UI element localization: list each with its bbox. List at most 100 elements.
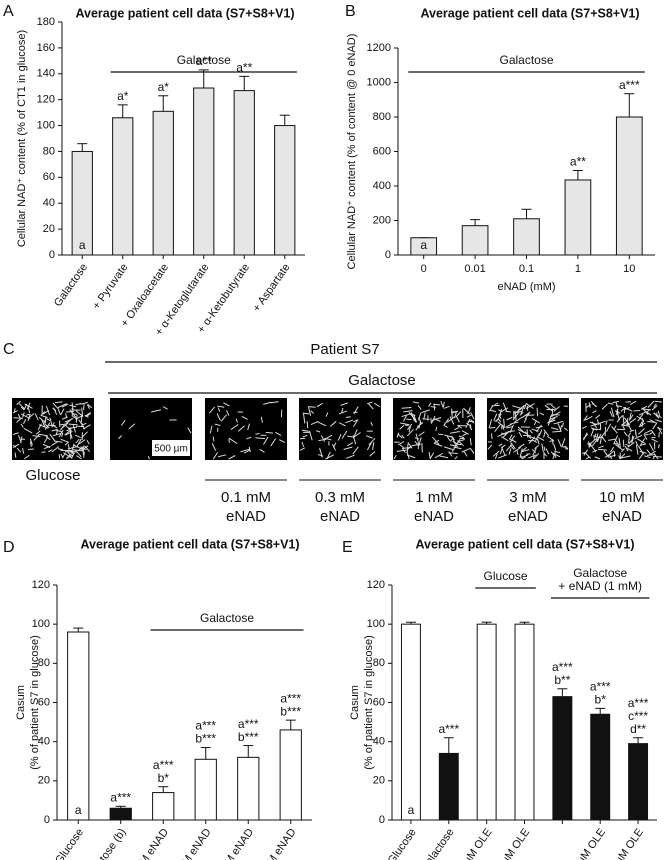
cell-texture [32,435,41,437]
cell-texture [505,410,511,413]
cell-texture [66,453,72,460]
cell-texture [549,415,558,420]
cell-texture [58,429,64,438]
cell-texture [147,455,150,460]
cell-texture [618,437,621,448]
cell-texture [638,421,643,427]
cell-texture [508,448,512,455]
significance-label: b** [554,673,570,687]
cell-texture [454,427,459,431]
cell-texture [618,414,624,420]
cell-texture [345,419,354,424]
cell-texture [553,420,564,425]
cell-texture [524,412,530,420]
bar [400,623,421,821]
significance-label: b* [158,771,170,785]
cell-texture [87,404,90,410]
cell-texture [23,418,27,425]
y-tick-label: 40 [38,736,50,748]
cell-texture [640,443,646,446]
cell-texture [414,440,418,445]
cell-texture [449,416,455,425]
cell-texture [414,437,420,440]
cell-texture [45,405,51,416]
cell-texture [69,409,77,418]
cell-texture [228,437,238,445]
cell-texture [605,453,610,458]
cell-texture [23,403,28,410]
cell-texture [316,402,323,408]
cell-texture [609,410,613,417]
cell-texture [217,405,225,408]
cell-texture [317,421,327,427]
cell-texture [646,454,656,456]
cell-texture [64,429,72,436]
cell-texture [42,443,51,449]
cell-texture [240,448,250,453]
cell-texture [22,412,25,418]
cell-texture [211,443,217,451]
cell-texture [217,407,221,412]
cell-texture [45,435,51,441]
cell-texture [601,403,608,410]
cell-texture [595,414,601,419]
cell-texture [604,452,612,458]
cell-texture [432,436,440,445]
cell-texture [607,402,614,405]
cell-texture [40,414,48,418]
cell-texture [513,407,523,414]
cell-texture [41,451,46,453]
y-tick-label: 20 [373,775,385,787]
cell-texture [319,447,323,458]
cell-texture [592,449,598,453]
bar [152,792,175,821]
cell-texture [306,421,309,429]
y-tick-label: 400 [373,180,391,192]
cell-texture [535,425,543,429]
cell-texture [14,452,17,458]
cell-texture [61,403,69,408]
cell-texture [469,438,472,446]
cell-texture [615,444,624,451]
cell-texture [431,417,442,421]
cell-texture [469,448,475,454]
cell-texture [543,429,550,437]
cell-texture [270,438,277,447]
x-tick-label: 30 µM OLE [604,827,646,860]
significance-label: a* [117,89,129,103]
cell-texture [310,410,315,414]
cell-texture [83,451,85,458]
cell-texture [511,435,516,440]
cell-texture [561,446,567,448]
cell-texture [459,438,465,442]
y-tick-label: 100 [37,119,55,131]
cell-texture [265,431,274,434]
cell-texture [502,407,509,412]
significance-label: a*** [628,696,649,710]
cell-texture [615,440,620,447]
y-tick-label: 80 [373,657,385,669]
cell-texture [505,443,513,452]
cell-texture [365,435,373,439]
cell-texture [614,410,621,414]
cell-texture [443,418,450,426]
cell-texture [488,419,493,429]
y-tick-label: 20 [43,223,55,235]
cell-texture [605,420,608,425]
x-tick-label: 0.1 [519,263,534,275]
cell-texture [28,448,34,451]
cell-texture [429,452,435,460]
cell-texture [69,450,75,455]
y-tick-label: 60 [38,696,50,708]
bar [237,756,260,821]
cell-texture [151,409,162,413]
cell-texture [241,415,248,420]
cell-texture [69,450,78,453]
cell-texture [346,454,355,459]
significance-label: b* [595,693,607,707]
bar [461,225,489,256]
cell-texture [638,411,646,416]
cell-texture [552,430,562,433]
cell-texture [217,454,227,458]
cell-texture [75,449,82,458]
